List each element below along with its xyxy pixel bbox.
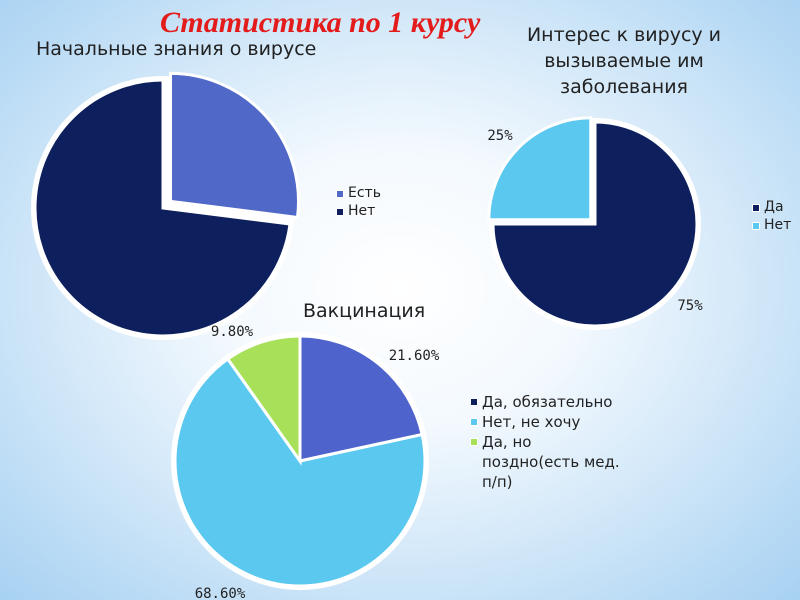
data-label: 68.60%	[195, 586, 246, 600]
legend-swatch	[470, 438, 478, 446]
data-label: 75%	[677, 298, 703, 314]
legend-label: Есть	[348, 185, 381, 201]
pie-slice-1	[169, 71, 300, 220]
chart-title-interest: Интерес к вирусу и вызываемые им заболев…	[526, 24, 722, 98]
legend-item: Нет	[752, 216, 791, 234]
chart-title-initial-knowledge: Начальные знания о вирусе	[36, 38, 317, 60]
legend-initial-knowledge: Есть Нет	[336, 184, 381, 220]
legend-swatch	[336, 208, 344, 216]
pie-slice-3	[225, 334, 302, 466]
legend-item: Нет, не хочу	[470, 412, 620, 432]
legend-label: Нет	[764, 217, 792, 233]
data-label: 21.60%	[389, 348, 440, 364]
pie-slice-2	[173, 356, 427, 588]
data-label: 25%	[487, 128, 513, 144]
legend-item: Да	[752, 198, 791, 216]
legend-label: Да, но поздно(есть мед. п/п)	[482, 433, 620, 491]
pie-chart-vaccination: 9.80% 21.60% 68.60%	[171, 324, 440, 600]
pie-chart-initial-knowledge	[31, 71, 300, 340]
pie-slice-1	[298, 334, 424, 463]
legend-interest: Да Нет	[752, 198, 791, 234]
chart-title-vaccination: Вакцинация	[303, 300, 426, 322]
legend-swatch	[470, 398, 478, 406]
pie-slice-1	[491, 120, 699, 328]
legend-item: Нет	[336, 202, 381, 220]
legend-item: Да, обязательно	[470, 392, 620, 412]
legend-swatch	[470, 418, 478, 426]
legend-label: Нет	[348, 203, 376, 219]
legend-swatch	[336, 190, 344, 198]
pie-slice-2	[33, 78, 292, 338]
legend-label: Да	[764, 199, 784, 215]
legend-label: Да, обязательно	[482, 393, 613, 411]
data-label: 9.80%	[211, 324, 254, 340]
legend-vaccination: Да, обязательно Нет, не хочу Да, но позд…	[470, 392, 620, 492]
legend-swatch	[752, 222, 760, 230]
legend-item: Да, но поздно(есть мед. п/п)	[470, 432, 620, 492]
pie-slice-2	[487, 116, 593, 222]
slide-title: Статистика по 1 курсу	[160, 6, 481, 39]
legend-swatch	[752, 204, 760, 212]
pie-chart-interest: 25% 75%	[487, 116, 703, 330]
legend-label: Нет, не хочу	[482, 413, 581, 431]
legend-item: Есть	[336, 184, 381, 202]
